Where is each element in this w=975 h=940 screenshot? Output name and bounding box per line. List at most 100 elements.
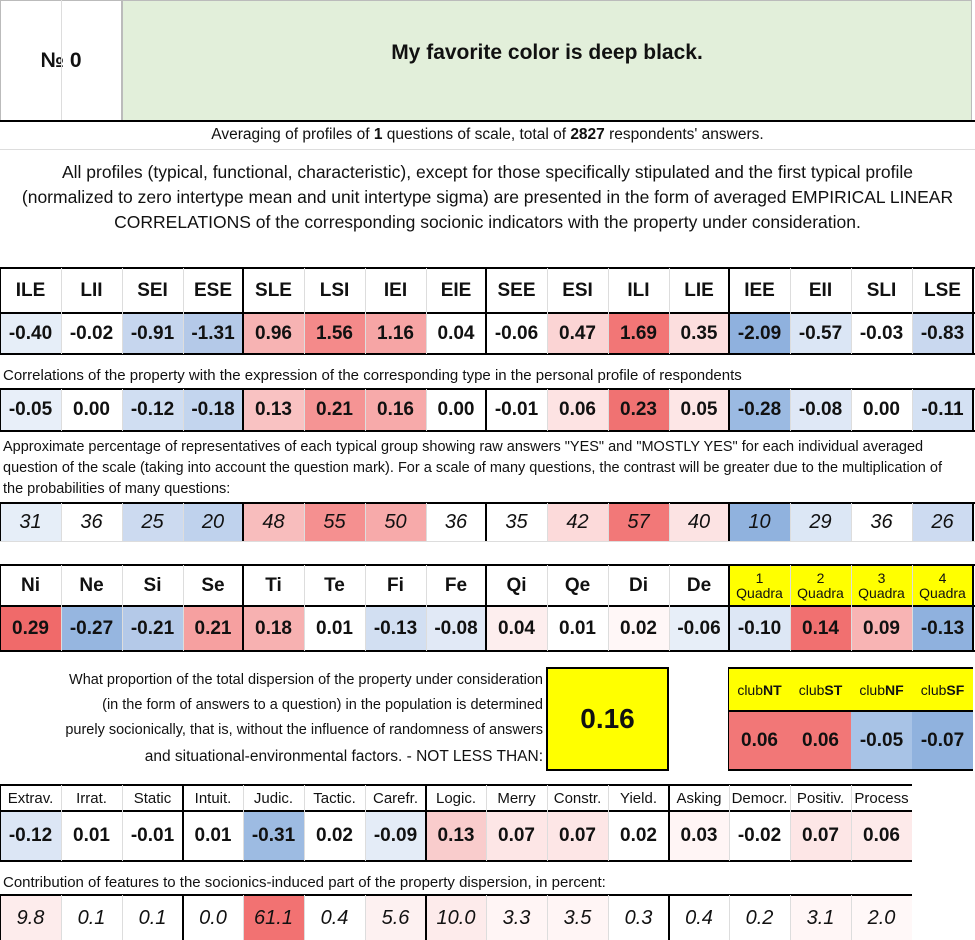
type-pct-sle: 48: [243, 504, 304, 541]
club-header-st: club ST: [790, 669, 851, 711]
trait-value-yield: 0.02: [608, 812, 669, 860]
function-value-te: 0.01: [304, 607, 365, 650]
contrib-caption: Contribution of features to the socionic…: [3, 874, 606, 891]
trait-value-extrav: -0.12: [0, 812, 61, 860]
type-header-lsi: LSI: [319, 279, 350, 301]
trait-header-static: Static: [133, 789, 172, 807]
type-pct-sli: 36: [851, 504, 912, 541]
trait-header-positiv: Positiv.: [796, 789, 845, 807]
trait-contrib-asking: 0.4: [669, 896, 729, 940]
questions-count: 1: [373, 126, 383, 143]
dispersion-value-box: 0.16: [546, 667, 669, 771]
trait-header-extrav: Extrav.: [7, 789, 54, 807]
quadra-label: Quadra: [736, 584, 783, 601]
club-value-nt: 0.06: [729, 712, 790, 769]
respondents-count: 2827: [570, 126, 605, 143]
type-pct-ile: 31: [0, 504, 61, 541]
trait-contrib-process: 2.0: [851, 896, 912, 940]
trait-contrib-judic: 61.1: [243, 896, 304, 940]
club-header-sf: club SF: [912, 669, 973, 711]
type-header-lie: LIE: [684, 279, 714, 301]
club-prefix: club: [859, 682, 885, 698]
trait-value-static: -0.01: [122, 812, 183, 860]
number-label: №: [40, 48, 64, 72]
type-profile-lii: -0.02: [61, 314, 122, 353]
trait-value-democr: -0.02: [729, 812, 790, 860]
function-value-qi: 0.04: [486, 607, 547, 650]
type-header-iei: IEI: [383, 279, 408, 301]
header-title-cell: My favorite color is deep black.: [122, 0, 972, 121]
function-header-qe: Qe: [564, 574, 591, 596]
type-pct-iei: 50: [365, 504, 426, 541]
trait-value-tactic: 0.02: [304, 812, 365, 860]
quadra-header-3: 3 Quadra: [851, 566, 912, 605]
trait-contrib-yield: 0.3: [608, 896, 669, 940]
type-header-sle: SLE: [255, 279, 292, 301]
quadra-value-1: -0.10: [729, 607, 790, 650]
type-profile-ile: -0.40: [0, 314, 61, 353]
trait-value-asking: 0.03: [669, 812, 729, 860]
type-pct-eii: 29: [790, 504, 851, 541]
trait-header-asking: Asking: [676, 789, 722, 807]
type-pct-ese: 20: [183, 504, 243, 541]
type-profile-iee: -2.09: [729, 314, 790, 353]
type-corr-iee: -0.28: [729, 390, 790, 430]
club-value-nf: -0.05: [851, 712, 912, 769]
type-header-lii: LII: [80, 279, 103, 301]
trait-contrib-positiv: 3.1: [790, 896, 851, 940]
description-text: All profiles (typical, functional, chara…: [21, 162, 954, 232]
type-corr-see: -0.01: [486, 390, 547, 430]
type-corr-lii: 0.00: [61, 390, 122, 430]
trait-contrib-democr: 0.2: [729, 896, 790, 940]
trait-value-judic: -0.31: [243, 812, 304, 860]
club-suffix: NF: [885, 682, 904, 698]
type-profile-lse: -0.83: [912, 314, 973, 353]
type-corr-lsi: 0.21: [304, 390, 365, 430]
type-corr-esi: 0.06: [547, 390, 608, 430]
quadra-header-4: 4 Quadra: [912, 566, 973, 605]
trait-header-merry: Merry: [497, 789, 536, 807]
trait-value-irrat: 0.01: [61, 812, 122, 860]
type-corr-eie: 0.00: [426, 390, 486, 430]
type-header-sei: SEI: [137, 279, 168, 301]
club-prefix: club: [737, 682, 763, 698]
type-header-eii: EII: [808, 279, 833, 301]
trait-header-carefr: Carefr.: [372, 789, 418, 807]
trait-contrib-static: 0.1: [122, 896, 183, 940]
type-profile-sle: 0.96: [243, 314, 304, 353]
trait-header-process: Process: [854, 789, 909, 807]
quadra-label: Quadra: [919, 584, 966, 601]
function-header-ni: Ni: [21, 574, 40, 596]
type-profile-sli: -0.03: [851, 314, 912, 353]
function-value-si: -0.21: [122, 607, 183, 650]
type-header-ili: ILI: [627, 279, 650, 301]
pct-caption: Approximate percentage of representative…: [3, 439, 942, 497]
quadra-value-4: -0.13: [912, 607, 973, 650]
type-corr-ese: -0.18: [183, 390, 243, 430]
trait-contrib-intuit: 0.0: [183, 896, 243, 940]
function-value-ni: 0.29: [0, 607, 61, 650]
trait-value-merry: 0.07: [486, 812, 547, 860]
trait-value-logic: 0.13: [426, 812, 486, 860]
quadra-number: 1: [755, 569, 764, 586]
quadra-label: Quadra: [797, 584, 844, 601]
function-value-fe: -0.08: [426, 607, 486, 650]
type-corr-lse: -0.11: [912, 390, 973, 430]
quadra-value-2: 0.14: [790, 607, 851, 650]
trait-header-irrat: Irrat.: [76, 789, 107, 807]
type-profile-ili: 1.69: [608, 314, 669, 353]
type-pct-see: 35: [486, 504, 547, 541]
quadra-header-1: 1 Quadra: [729, 566, 790, 605]
quadra-number: 2: [816, 569, 825, 586]
trait-header-logic: Logic.: [435, 789, 477, 807]
club-value-sf: -0.07: [912, 712, 973, 769]
club-suffix: NT: [763, 682, 782, 698]
trait-value-intuit: 0.01: [183, 812, 243, 860]
number-value: 0: [69, 48, 82, 72]
function-header-fe: Fe: [444, 574, 468, 596]
function-header-ti: Ti: [265, 574, 282, 596]
function-header-di: Di: [629, 574, 648, 596]
type-pct-ili: 57: [608, 504, 669, 541]
type-header-eie: EIE: [440, 279, 472, 301]
function-header-qi: Qi: [506, 574, 527, 596]
